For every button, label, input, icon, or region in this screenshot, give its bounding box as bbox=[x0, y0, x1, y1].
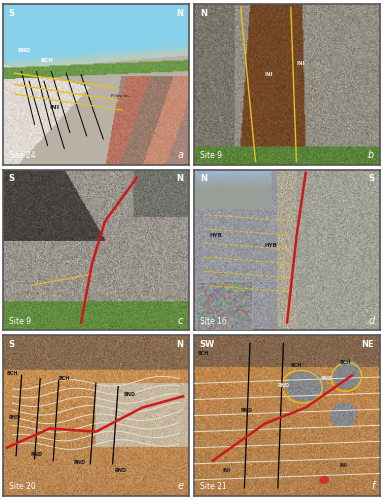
Text: N: N bbox=[200, 9, 207, 18]
Text: RND: RND bbox=[31, 452, 43, 457]
Text: N: N bbox=[200, 174, 207, 184]
Text: BCH: BCH bbox=[7, 372, 18, 376]
Text: BCH: BCH bbox=[291, 364, 302, 368]
Text: BCH: BCH bbox=[198, 350, 210, 356]
Text: INI: INI bbox=[339, 463, 347, 468]
Text: RND: RND bbox=[321, 376, 332, 381]
Text: SW: SW bbox=[200, 340, 215, 349]
Text: b: b bbox=[368, 150, 374, 160]
Text: N: N bbox=[176, 340, 183, 349]
Circle shape bbox=[320, 476, 328, 484]
Text: INI: INI bbox=[49, 104, 60, 110]
Text: S: S bbox=[9, 9, 15, 18]
Text: Site 9: Site 9 bbox=[200, 151, 222, 160]
Text: Site 16: Site 16 bbox=[200, 316, 227, 326]
Text: S: S bbox=[368, 174, 374, 184]
Text: HYB: HYB bbox=[265, 243, 278, 248]
Text: a: a bbox=[177, 150, 183, 160]
Text: N: N bbox=[176, 9, 183, 18]
Text: RND: RND bbox=[9, 415, 21, 420]
Text: HYB: HYB bbox=[209, 233, 222, 238]
Text: S: S bbox=[9, 174, 15, 184]
Text: e: e bbox=[177, 481, 183, 491]
Text: RND: RND bbox=[74, 460, 86, 465]
Text: RND: RND bbox=[278, 382, 290, 388]
Text: RND: RND bbox=[115, 468, 126, 473]
Text: RND: RND bbox=[241, 408, 253, 414]
Text: c: c bbox=[178, 316, 183, 326]
Text: Site 24: Site 24 bbox=[9, 151, 35, 160]
Text: Site 9: Site 9 bbox=[9, 316, 31, 326]
Text: BCH: BCH bbox=[339, 360, 350, 365]
Text: INI: INI bbox=[265, 72, 273, 78]
Text: Site 21: Site 21 bbox=[200, 482, 226, 491]
Text: INI: INI bbox=[296, 61, 305, 66]
Text: NE: NE bbox=[362, 340, 374, 349]
Text: BCH: BCH bbox=[59, 376, 70, 381]
Text: f: f bbox=[371, 481, 374, 491]
Text: RND: RND bbox=[124, 392, 136, 398]
Text: INI: INI bbox=[222, 468, 230, 473]
Text: Site 20: Site 20 bbox=[9, 482, 35, 491]
Text: N: N bbox=[176, 174, 183, 184]
Text: Pillow la...: Pillow la... bbox=[111, 94, 131, 98]
Text: RND: RND bbox=[18, 48, 31, 53]
Text: BCH: BCH bbox=[40, 58, 53, 63]
Text: d: d bbox=[368, 316, 374, 326]
Text: S: S bbox=[9, 340, 15, 349]
